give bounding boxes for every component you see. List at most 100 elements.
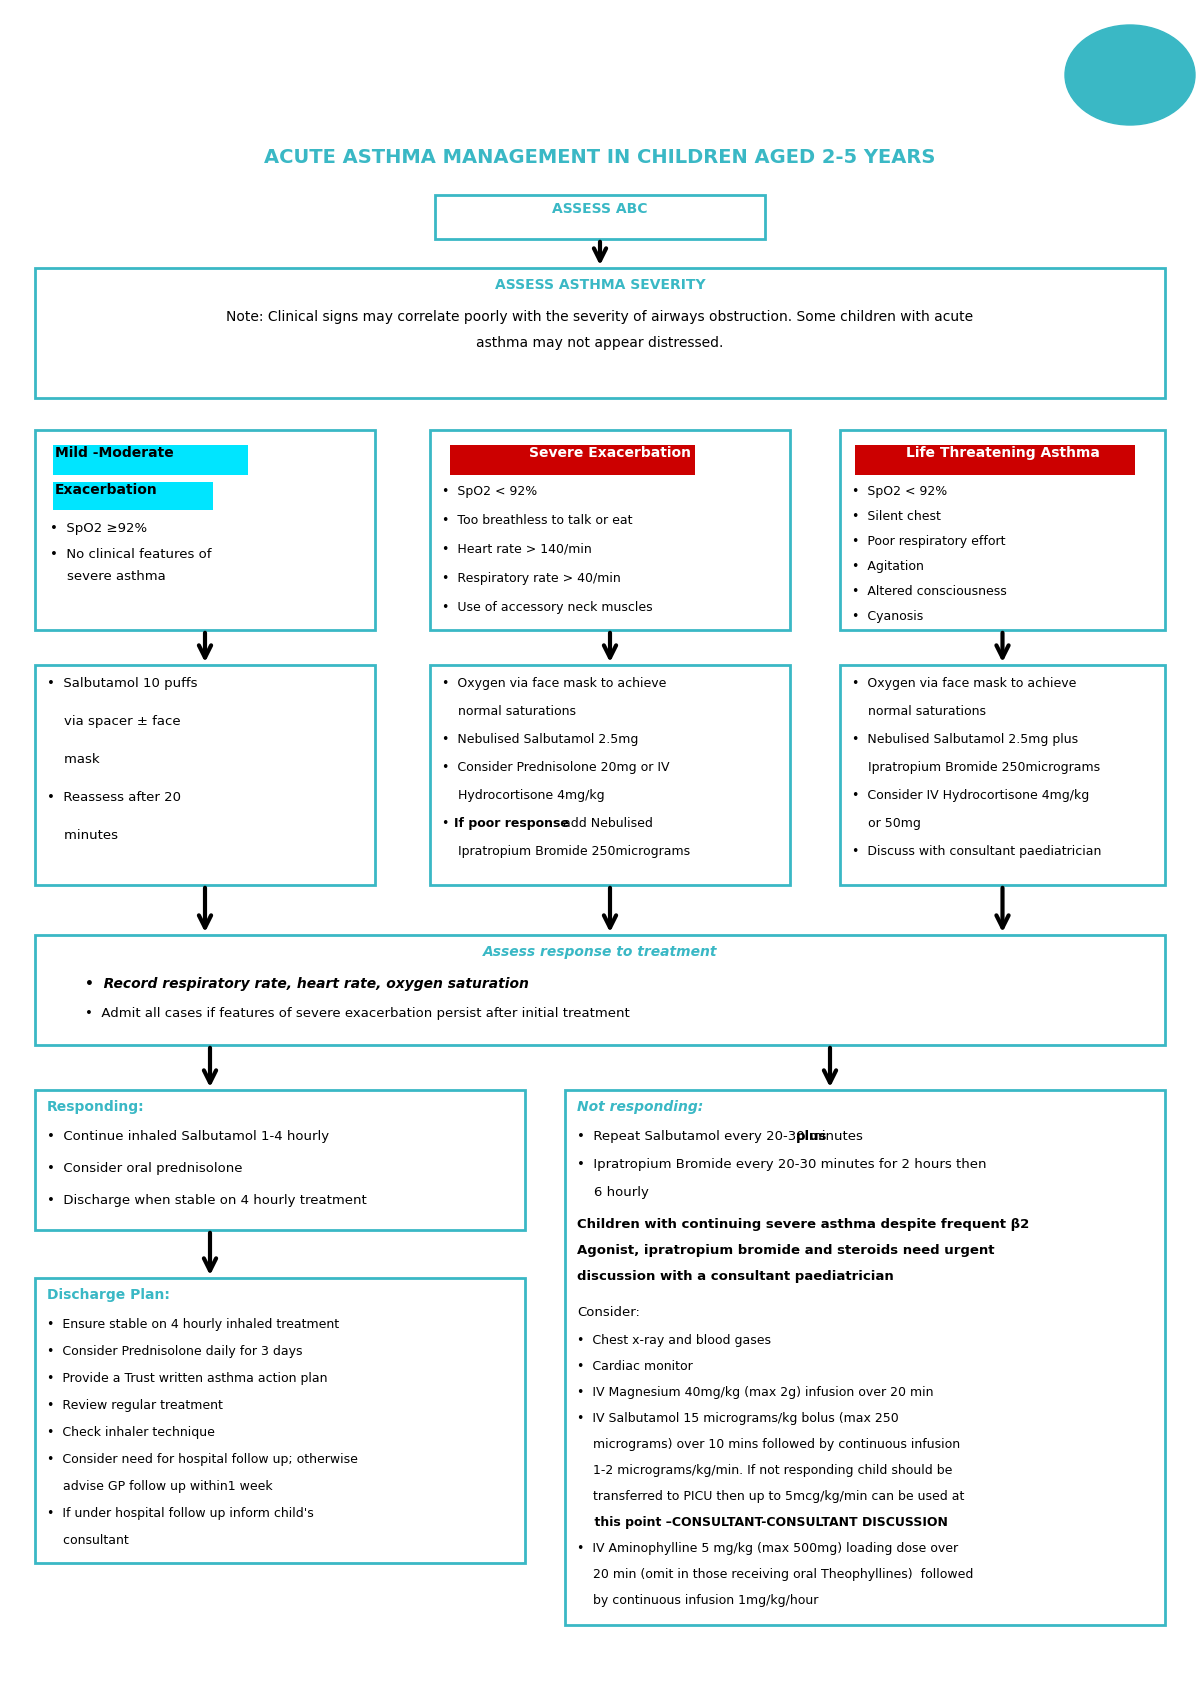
Text: transferred to PICU then up to 5mcg/kg/min can be used at: transferred to PICU then up to 5mcg/kg/m…	[577, 1490, 965, 1504]
Text: or 50mg: or 50mg	[852, 816, 920, 830]
Text: •  Provide a Trust written asthma action plan: • Provide a Trust written asthma action …	[47, 1371, 328, 1385]
Text: •  Consider IV Hydrocortisone 4mg/kg: • Consider IV Hydrocortisone 4mg/kg	[852, 789, 1090, 803]
Text: mask: mask	[47, 753, 100, 765]
Text: Hydrocortisone 4mg/kg: Hydrocortisone 4mg/kg	[442, 789, 605, 803]
Text: •  Nebulised Salbutamol 2.5mg: • Nebulised Salbutamol 2.5mg	[442, 733, 638, 747]
Bar	[565, 1089, 1165, 1626]
Text: •  Check inhaler technique: • Check inhaler technique	[47, 1425, 215, 1439]
Text: Note: Clinical signs may correlate poorly with the severity of airways obstructi: Note: Clinical signs may correlate poorl…	[227, 311, 973, 324]
Text: •  Agitation: • Agitation	[852, 560, 924, 574]
Text: •  Consider Prednisolone daily for 3 days: • Consider Prednisolone daily for 3 days	[47, 1346, 302, 1358]
Text: •  Record respiratory rate, heart rate, oxygen saturation: • Record respiratory rate, heart rate, o…	[85, 977, 529, 991]
Bar	[35, 1089, 526, 1230]
Text: •  IV Aminophylline 5 mg/kg (max 500mg) loading dose over: • IV Aminophylline 5 mg/kg (max 500mg) l…	[577, 1543, 958, 1554]
Bar	[35, 268, 1165, 399]
Bar	[450, 445, 695, 475]
Text: •  Cardiac monitor: • Cardiac monitor	[577, 1359, 692, 1373]
Text: •  Consider oral prednisolone: • Consider oral prednisolone	[47, 1162, 242, 1174]
Text: •  Too breathless to talk or eat: • Too breathless to talk or eat	[442, 514, 632, 528]
Text: •  Ipratropium Bromide every 20-30 minutes for 2 hours then: • Ipratropium Bromide every 20-30 minute…	[577, 1157, 986, 1171]
Text: •  Altered consciousness: • Altered consciousness	[852, 585, 1007, 597]
Text: •  Admit all cases if features of severe exacerbation persist after initial trea: • Admit all cases if features of severe …	[85, 1006, 630, 1020]
Text: Mild -Moderate: Mild -Moderate	[55, 446, 174, 460]
Text: add Nebulised: add Nebulised	[559, 816, 653, 830]
Text: Assess response to treatment: Assess response to treatment	[482, 945, 718, 959]
Bar	[35, 1278, 526, 1563]
Text: plus: plus	[797, 1130, 828, 1144]
Text: •  Oxygen via face mask to achieve: • Oxygen via face mask to achieve	[442, 677, 666, 691]
Text: •  IV Magnesium 40mg/kg (max 2g) infusion over 20 min: • IV Magnesium 40mg/kg (max 2g) infusion…	[577, 1386, 934, 1398]
Text: Responding:: Responding:	[47, 1100, 145, 1113]
Text: •  Heart rate > 140/min: • Heart rate > 140/min	[442, 543, 592, 557]
Bar	[53, 445, 248, 475]
Text: Ipratropium Bromide 250micrograms: Ipratropium Bromide 250micrograms	[852, 760, 1100, 774]
Text: •  Oxygen via face mask to achieve: • Oxygen via face mask to achieve	[852, 677, 1076, 691]
Bar	[840, 429, 1165, 630]
Text: micrograms) over 10 mins followed by continuous infusion: micrograms) over 10 mins followed by con…	[577, 1437, 960, 1451]
Text: •  SpO2 < 92%: • SpO2 < 92%	[852, 485, 947, 497]
Text: Discharge Plan:: Discharge Plan:	[47, 1288, 170, 1302]
Text: Exacerbation: Exacerbation	[55, 484, 157, 497]
Text: •  Reassess after 20: • Reassess after 20	[47, 791, 181, 804]
Text: by continuous infusion 1mg/kg/hour: by continuous infusion 1mg/kg/hour	[577, 1593, 818, 1607]
Text: via spacer ± face: via spacer ± face	[47, 714, 181, 728]
Bar	[35, 429, 374, 630]
Text: Not responding:: Not responding:	[577, 1100, 703, 1113]
Bar	[840, 665, 1165, 886]
Text: Children with continuing severe asthma despite frequent β2: Children with continuing severe asthma d…	[577, 1218, 1030, 1230]
Text: normal saturations: normal saturations	[852, 704, 986, 718]
Text: Life Threatening Asthma: Life Threatening Asthma	[906, 446, 1099, 460]
Text: •  Cyanosis: • Cyanosis	[852, 609, 923, 623]
Bar	[35, 935, 1165, 1045]
Text: •  Review regular treatment: • Review regular treatment	[47, 1398, 223, 1412]
Ellipse shape	[1066, 25, 1195, 126]
Text: •  Salbutamol 10 puffs: • Salbutamol 10 puffs	[47, 677, 198, 691]
Text: 1-2 micrograms/kg/min. If not responding child should be: 1-2 micrograms/kg/min. If not responding…	[577, 1465, 953, 1476]
Text: •: •	[442, 816, 457, 830]
Text: •  No clinical features of: • No clinical features of	[50, 548, 211, 562]
Text: •  Nebulised Salbutamol 2.5mg plus: • Nebulised Salbutamol 2.5mg plus	[852, 733, 1078, 747]
Bar	[430, 429, 790, 630]
Text: •  Chest x-ray and blood gases: • Chest x-ray and blood gases	[577, 1334, 772, 1347]
Text: ASSESS ABC: ASSESS ABC	[552, 202, 648, 216]
Text: •  Use of accessory neck muscles: • Use of accessory neck muscles	[442, 601, 653, 614]
Bar	[53, 482, 214, 511]
Bar	[436, 195, 766, 239]
Text: severe asthma: severe asthma	[50, 570, 166, 584]
Bar	[35, 665, 374, 886]
Text: Severe Exacerbation: Severe Exacerbation	[529, 446, 691, 460]
Text: ASSESS ASTHMA SEVERITY: ASSESS ASTHMA SEVERITY	[494, 278, 706, 292]
Text: Ipratropium Bromide 250micrograms: Ipratropium Bromide 250micrograms	[442, 845, 690, 859]
Text: normal saturations: normal saturations	[442, 704, 576, 718]
Text: •  Discuss with consultant paediatrician: • Discuss with consultant paediatrician	[852, 845, 1102, 859]
Text: •  SpO2 ≥92%: • SpO2 ≥92%	[50, 523, 148, 535]
Text: advise GP follow up within1 week: advise GP follow up within1 week	[47, 1480, 272, 1493]
Text: •  Discharge when stable on 4 hourly treatment: • Discharge when stable on 4 hourly trea…	[47, 1195, 367, 1207]
Text: •  Consider need for hospital follow up; otherwise: • Consider need for hospital follow up; …	[47, 1453, 358, 1466]
Text: 20 min (omit in those receiving oral Theophyllines)  followed: 20 min (omit in those receiving oral The…	[577, 1568, 973, 1582]
Text: •  Silent chest: • Silent chest	[852, 511, 941, 523]
Text: •  Consider Prednisolone 20mg or IV: • Consider Prednisolone 20mg or IV	[442, 760, 670, 774]
Text: Consider:: Consider:	[577, 1307, 640, 1319]
Text: beat: beat	[1110, 58, 1150, 73]
Text: •  Respiratory rate > 40/min: • Respiratory rate > 40/min	[442, 572, 620, 585]
Text: •  Continue inhaled Salbutamol 1-4 hourly: • Continue inhaled Salbutamol 1-4 hourly	[47, 1130, 329, 1144]
Text: •  Poor respiratory effort: • Poor respiratory effort	[852, 535, 1006, 548]
Text: •  Repeat Salbutamol every 20-30 minutes: • Repeat Salbutamol every 20-30 minutes	[577, 1130, 868, 1144]
Text: this point –CONSULTANT-CONSULTANT DISCUSSION: this point –CONSULTANT-CONSULTANT DISCUS…	[577, 1515, 948, 1529]
Text: Agonist, ipratropium bromide and steroids need urgent: Agonist, ipratropium bromide and steroid…	[577, 1244, 995, 1257]
Text: asthma: asthma	[1098, 78, 1162, 93]
Text: •  If under hospital follow up inform child's: • If under hospital follow up inform chi…	[47, 1507, 313, 1521]
Text: discussion with a consultant paediatrician: discussion with a consultant paediatrici…	[577, 1269, 894, 1283]
Text: ACUTE ASTHMA MANAGEMENT IN CHILDREN AGED 2-5 YEARS: ACUTE ASTHMA MANAGEMENT IN CHILDREN AGED…	[264, 148, 936, 166]
Text: consultant: consultant	[47, 1534, 128, 1548]
Text: •  Ensure stable on 4 hourly inhaled treatment: • Ensure stable on 4 hourly inhaled trea…	[47, 1319, 340, 1330]
Text: 6 hourly: 6 hourly	[577, 1186, 649, 1200]
Text: If poor response: If poor response	[454, 816, 569, 830]
Text: •  SpO2 < 92%: • SpO2 < 92%	[442, 485, 538, 497]
Bar	[430, 665, 790, 886]
Bar	[854, 445, 1135, 475]
Text: minutes: minutes	[47, 830, 118, 842]
Text: asthma may not appear distressed.: asthma may not appear distressed.	[476, 336, 724, 350]
Text: •  IV Salbutamol 15 micrograms/kg bolus (max 250: • IV Salbutamol 15 micrograms/kg bolus (…	[577, 1412, 899, 1425]
